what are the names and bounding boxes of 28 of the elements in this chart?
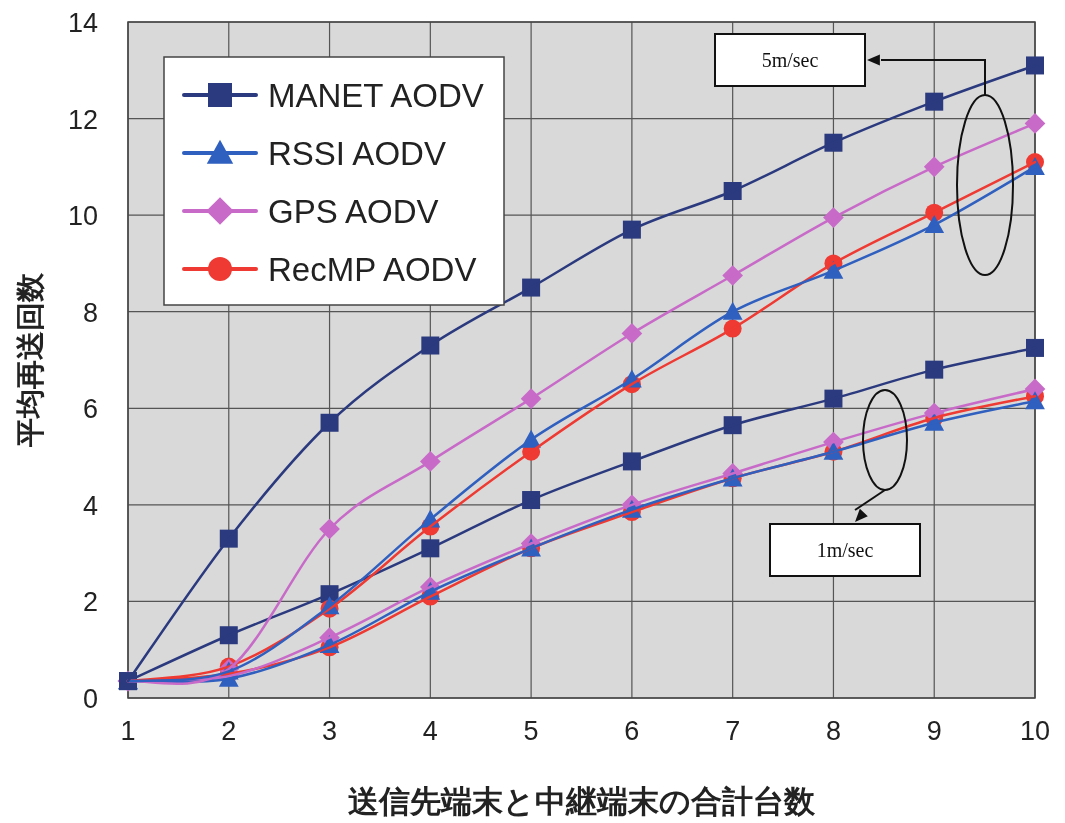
point — [1026, 56, 1044, 75]
x-tick-label: 1 — [120, 716, 136, 746]
y-tick-label: 14 — [67, 8, 98, 38]
annotation: 1m/sec — [816, 539, 874, 561]
x-tick-label: 8 — [825, 716, 841, 746]
legend-label: RecMP AODV — [268, 251, 477, 288]
x-tick-label: 2 — [221, 716, 237, 746]
y-tick-label: 2 — [82, 587, 98, 618]
y-tick-label: 4 — [82, 490, 98, 521]
legend-label: GPS AODV — [268, 193, 439, 230]
legend-label: MANET AODV — [268, 77, 484, 114]
y-tick-label: 0 — [82, 684, 98, 714]
x-tick-label: 4 — [422, 716, 438, 746]
y-axis-title: 平均再送回数 — [14, 272, 46, 448]
x-tick-label: 6 — [624, 716, 640, 746]
x-axis-title: 送信先端末と中継端末の合計台数 — [348, 784, 816, 819]
x-tick-label: 10 — [1019, 716, 1051, 746]
y-tick-label: 8 — [82, 297, 98, 328]
y-tick-label: 6 — [82, 394, 98, 425]
x-tick-label: 7 — [725, 716, 741, 746]
x-tick-label: 3 — [322, 716, 338, 746]
y-tick-label: 10 — [67, 201, 98, 232]
x-tick-label: 9 — [926, 716, 942, 746]
point — [1026, 338, 1044, 357]
legend-label: RSSI AODV — [268, 135, 446, 172]
annotation: 5m/sec — [761, 49, 819, 71]
x-tick-label: 5 — [523, 716, 539, 746]
y-tick-label: 12 — [67, 104, 98, 135]
